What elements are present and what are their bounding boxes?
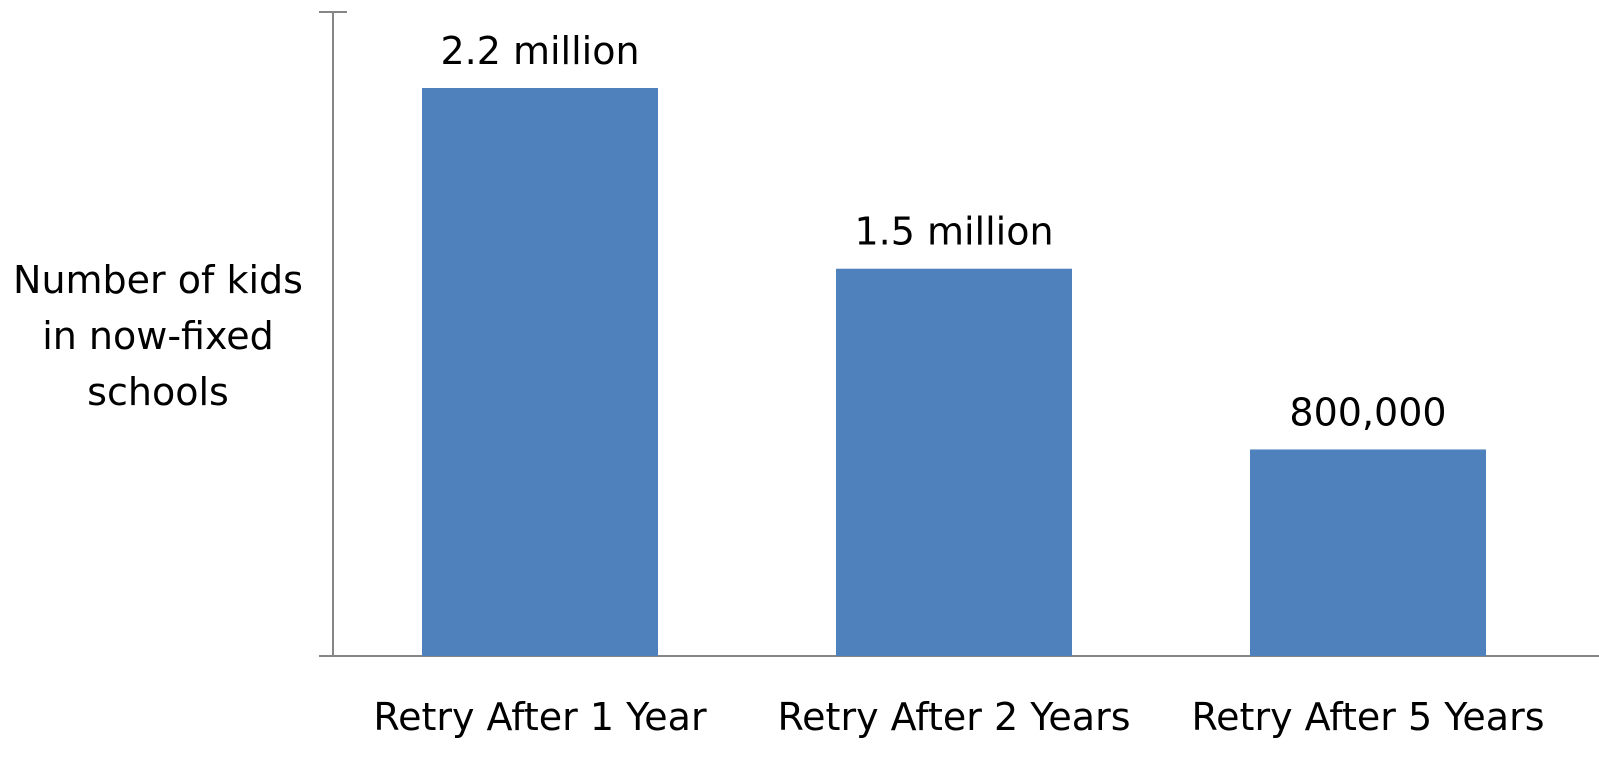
bars	[422, 88, 1486, 656]
data-labels: 2.2 million 1.5 million 800,000	[440, 29, 1446, 434]
category-label: Retry After 1 Year	[373, 695, 707, 739]
bar	[422, 88, 658, 656]
bar-data-label: 800,000	[1289, 390, 1446, 434]
y-axis-label-line: schools	[87, 370, 229, 414]
bar	[1250, 449, 1486, 656]
bar-data-label: 1.5 million	[854, 210, 1053, 254]
y-axis-label-line: Number of kids	[13, 258, 303, 302]
y-axis-label: Number of kids in now-fixed schools	[13, 258, 303, 414]
x-axis-category-labels: Retry After 1 Year Retry After 2 Years Ret…	[373, 695, 1544, 739]
y-axis-label-line: in now-fixed	[42, 314, 274, 358]
category-label: Retry After 2 Years	[777, 695, 1130, 739]
bar	[836, 268, 1072, 656]
category-label: Retry After 5 Years	[1191, 695, 1544, 739]
bar-data-label: 2.2 million	[440, 29, 639, 73]
